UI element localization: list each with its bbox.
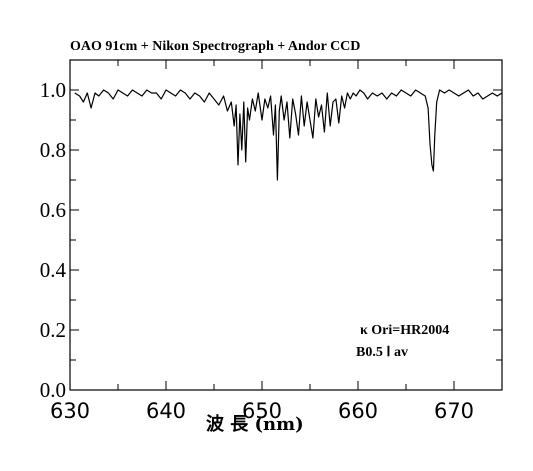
x-axis-label: 波 長 (nm) xyxy=(206,413,304,435)
x-tick-label: 660 xyxy=(338,399,378,423)
star-name-annotation: κ Ori=HR2004 xyxy=(360,323,449,338)
x-tick-label: 670 xyxy=(434,399,474,423)
y-tick-labels: 0.0 0.2 0.4 0.6 0.8 1.0 xyxy=(40,78,67,402)
axis-ticks xyxy=(69,59,503,391)
y-tick-label: 0.8 xyxy=(40,138,66,162)
y-tick-label: 0.4 xyxy=(40,258,67,282)
y-tick-label: 0.0 xyxy=(40,378,66,402)
chart-title: OAO 91cm + Nikon Spectrograph + Andor CC… xyxy=(70,39,360,54)
x-tick-labels: 630 640 650 660 670 xyxy=(50,399,474,423)
x-tick-label: 630 xyxy=(50,399,90,423)
spectral-type-annotation: B0.5 Ⅰ av xyxy=(356,345,408,360)
x-tick-label: 640 xyxy=(146,399,186,423)
y-tick-label: 0.2 xyxy=(40,318,66,342)
spectrum-line xyxy=(74,89,503,181)
y-tick-label: 1.0 xyxy=(40,78,66,102)
x-tick-label: 650 xyxy=(242,399,282,423)
y-tick-label: 0.6 xyxy=(40,198,66,222)
plot-frame xyxy=(69,59,503,391)
